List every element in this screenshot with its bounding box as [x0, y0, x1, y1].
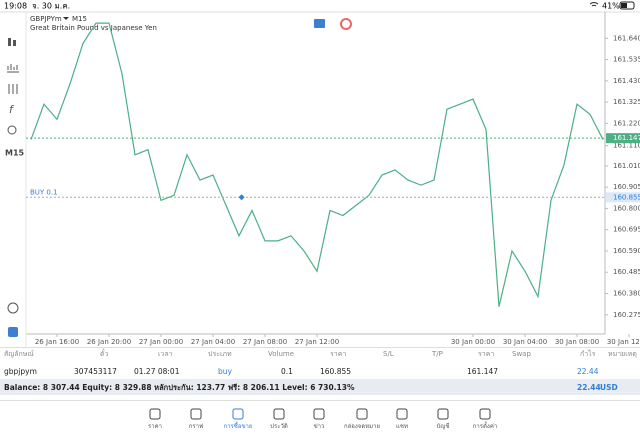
column-header: Volume — [268, 350, 295, 358]
column-header: T/P — [432, 350, 443, 358]
x-tick-label: 27 Jan 00:00 — [139, 338, 183, 346]
account-summary: Balance: 8 307.44 Equity: 8 329.88 หลักป… — [4, 383, 355, 392]
cell-type: buy — [218, 367, 232, 376]
indicator-button[interactable] — [340, 18, 352, 30]
nav-icon[interactable] — [190, 408, 202, 420]
nav-item[interactable]: ประวัติ — [270, 423, 288, 430]
x-tick-label: 30 Jan 12:00 — [607, 338, 640, 346]
divider — [0, 347, 640, 348]
column-header: ประเภท — [208, 350, 232, 358]
nav-item[interactable]: การซื้อขาย — [223, 423, 253, 430]
nav-item[interactable]: บัญชี — [436, 423, 450, 430]
cell-open-price: 160.855 — [320, 367, 352, 376]
x-tick-label: 30 Jan 04:00 — [503, 338, 547, 346]
tool-icon[interactable] — [7, 302, 19, 314]
balance-bar — [0, 379, 640, 395]
account-currency: USD — [600, 383, 618, 392]
nav-icon[interactable] — [149, 408, 161, 420]
wifi-icon — [589, 2, 599, 7]
y-tick-label: 161.325 — [613, 98, 640, 106]
nav-icon[interactable] — [396, 408, 408, 420]
order-line-name: BUY 0.1 — [30, 188, 58, 196]
column-header: ราคา — [478, 350, 495, 358]
tool-icon[interactable] — [8, 38, 11, 46]
cell-price: 161.147 — [467, 367, 499, 376]
y-tick-label: 160.590 — [613, 247, 640, 255]
cell-ticket: 307453117 — [74, 367, 117, 376]
y-tick-label: 161.430 — [613, 77, 640, 85]
tool-icon[interactable] — [13, 40, 16, 46]
x-tick-label: 30 Jan 08:00 — [555, 338, 599, 346]
cell-volume: 0.1 — [281, 367, 293, 376]
nav-item[interactable]: ราคา — [148, 423, 162, 430]
nav-icons — [149, 408, 491, 420]
tool-icon[interactable] — [8, 327, 18, 337]
trade-button[interactable] — [314, 19, 325, 28]
tool-icon[interactable]: f — [9, 103, 15, 116]
y-tick-label: 161.220 — [613, 119, 640, 127]
column-header: เวลา — [158, 350, 173, 358]
column-header: หมายเหตุ — [608, 350, 637, 358]
y-tick-label: 161.010 — [613, 162, 640, 170]
nav-icon[interactable] — [273, 408, 285, 420]
nav-icon[interactable] — [479, 408, 491, 420]
y-tick-label: 160.275 — [613, 311, 640, 319]
nav-item[interactable]: การตั้งค่า — [472, 423, 498, 430]
symbol[interactable]: GBPJPYm — [30, 15, 62, 23]
nav-icon[interactable] — [313, 408, 325, 420]
x-tick-label: 26 Jan 16:00 — [35, 338, 79, 346]
y-tick-label: 160.695 — [613, 226, 640, 234]
y-tick-label: 161.640 — [613, 34, 640, 42]
account-profit: 22.44 — [577, 383, 601, 392]
battery-icon — [619, 1, 635, 10]
column-header: S/L — [383, 350, 394, 358]
y-tick-label: 160.905 — [613, 183, 640, 191]
x-tick-label: 27 Jan 12:00 — [295, 338, 339, 346]
nav-icon[interactable] — [437, 408, 449, 420]
y-tick-label: 161.535 — [613, 56, 640, 64]
chart-screen: 19:08 จ. 30 ม.ค. 41% GBPJPYm M15 Great B… — [0, 1, 640, 347]
cell-symbol: gbpjpym — [4, 367, 37, 376]
price-line — [30, 22, 604, 307]
y-tick-label: 160.800 — [613, 204, 640, 212]
entry-marker — [238, 194, 245, 201]
y-tick-label: 161.110 — [613, 142, 640, 150]
divider — [0, 400, 640, 401]
tool-icon[interactable] — [8, 84, 18, 94]
nav-item[interactable]: กล่องจดหมาย — [343, 423, 381, 430]
tool-icon[interactable] — [7, 125, 17, 135]
x-tick-label: 27 Jan 04:00 — [191, 338, 235, 346]
cell-profit: 22.44 — [577, 367, 599, 376]
y-tick-label: 160.485 — [613, 268, 640, 276]
x-tick-label: 27 Jan 08:00 — [243, 338, 287, 346]
current-price-box — [606, 133, 640, 144]
status-battery: 41% — [602, 2, 620, 11]
column-header: Swap — [512, 350, 531, 358]
y-tick-label: 160.380 — [613, 289, 640, 297]
nav-icon[interactable] — [356, 408, 368, 420]
column-header: ตั๋ว — [100, 350, 109, 358]
cell-time: 01.27 08:01 — [134, 367, 180, 376]
column-header: กำไร — [580, 350, 596, 358]
x-tick-label: 30 Jan 00:00 — [451, 338, 495, 346]
nav-item[interactable]: แชท — [396, 423, 408, 430]
nav-icon[interactable] — [232, 408, 244, 420]
current-price-label: 161.147 — [613, 134, 640, 142]
order-price-box — [606, 192, 640, 203]
nav-item[interactable]: ข่าว — [313, 423, 325, 430]
status-time: 19:08 — [4, 2, 27, 11]
nav-item[interactable]: กราฟ — [188, 423, 204, 430]
status-date: จ. 30 ม.ค. — [32, 2, 70, 11]
x-tick-label: 26 Jan 20:00 — [87, 338, 131, 346]
battery-level — [621, 3, 627, 8]
order-price-label: 160.855 — [613, 193, 640, 201]
timeframe-badge[interactable]: M15 — [5, 149, 25, 158]
tool-icon[interactable] — [7, 64, 19, 73]
column-header: ราคา — [330, 350, 347, 358]
column-header: สัญลักษณ์ — [4, 350, 34, 358]
timeframe[interactable]: M15 — [72, 15, 87, 23]
symbol-dropdown[interactable] — [63, 17, 69, 20]
